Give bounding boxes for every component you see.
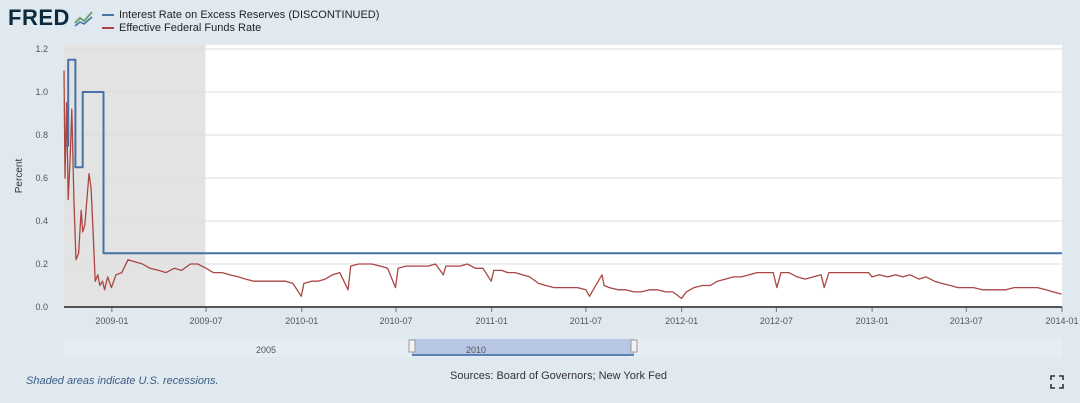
y-tick-label: 0.0	[35, 302, 48, 312]
series-layer	[63, 58, 1062, 300]
navigator-label-2010: 2010	[466, 345, 486, 355]
recession-shading	[64, 45, 206, 307]
y-axis-ticks: 0.0 0.2 0.4 0.6 0.8 1.0 1.2	[35, 44, 48, 312]
legend-item-iorr[interactable]: Interest Rate on Excess Reserves (DISCON…	[102, 8, 379, 21]
y-tick-label: 1.0	[35, 87, 48, 97]
navigator-label-2005: 2005	[256, 345, 276, 355]
series-line-effr[interactable]	[63, 70, 1062, 300]
legend-item-effr[interactable]: Effective Federal Funds Rate	[102, 21, 379, 34]
navigator-selected-range[interactable]	[412, 339, 634, 355]
time-navigator[interactable]: 2005 2010	[64, 339, 1062, 357]
x-tick-label: 2011-07	[570, 316, 602, 326]
x-tick-label: 2011-01	[476, 316, 508, 326]
x-tick-label: 2009-01	[95, 316, 128, 326]
navigator-left-handle[interactable]	[408, 339, 416, 353]
legend-swatch-effr	[102, 26, 114, 29]
x-tick-label: 2013-07	[950, 316, 983, 326]
y-tick-label: 0.4	[35, 216, 48, 226]
fred-chart-icon	[74, 11, 93, 27]
fullscreen-icon[interactable]	[1050, 375, 1064, 389]
y-tick-label: 0.2	[35, 259, 48, 269]
x-tick-label: 2010-07	[379, 316, 412, 326]
chart-header: FRED Interest Rate on Excess Reserves (D…	[0, 0, 1080, 40]
x-tick-label: 2012-01	[665, 316, 698, 326]
y-tick-label: 0.6	[35, 173, 48, 183]
x-tick-label: 2013-01	[856, 316, 889, 326]
x-tick-label: 2012-07	[760, 316, 793, 326]
legend-label-iorr: Interest Rate on Excess Reserves (DISCON…	[119, 8, 380, 21]
fred-logo[interactable]: FRED	[8, 5, 70, 30]
sources-text: Sources: Board of Governors; New York Fe…	[450, 370, 668, 382]
x-tick-label: 2009-07	[190, 316, 223, 326]
y-tick-label: 1.2	[35, 44, 48, 54]
x-tick-label: 2010-01	[285, 316, 318, 326]
grid-lines	[64, 48, 1062, 265]
navigator-right-handle[interactable]	[630, 339, 638, 353]
legend-label-effr: Effective Federal Funds Rate	[119, 21, 262, 34]
y-axis-title: Percent	[14, 159, 25, 194]
plot-background	[64, 45, 1062, 307]
series-line-iorr[interactable]	[64, 58, 1062, 255]
chart-legend: Interest Rate on Excess Reserves (DISCON…	[102, 8, 379, 34]
x-tick-label: 2014-01	[1045, 316, 1078, 326]
legend-swatch-iorr	[102, 13, 114, 16]
recession-note: Shaded areas indicate U.S. recessions.	[26, 375, 219, 387]
y-tick-label: 0.8	[35, 130, 48, 140]
x-axis-ticks: 2009-01 2009-07 2010-01 2010-07 2011-01 2011-…	[95, 307, 1079, 326]
